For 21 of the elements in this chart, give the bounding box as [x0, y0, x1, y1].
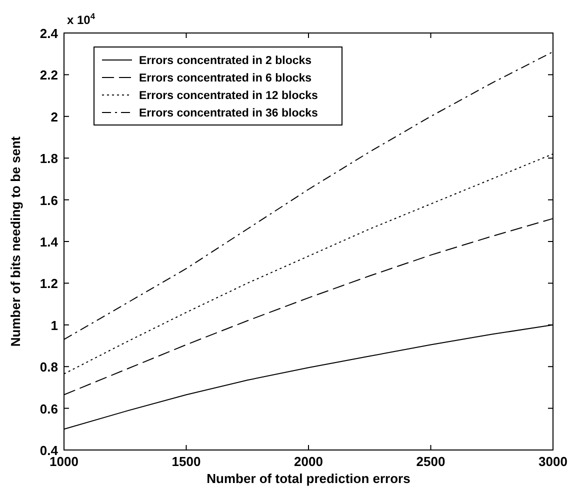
- x-tick-label: 3000: [538, 454, 568, 469]
- text: x 10$^{4}$: [67, 11, 96, 27]
- y-tick-label: 1.2: [40, 276, 58, 292]
- x-tick-label: 2000: [294, 454, 323, 469]
- legend-label: Errors concentrated in 6 blocks: [139, 72, 312, 84]
- y-tick-label: 1.8: [40, 151, 58, 166]
- x-tick-label: 2500: [416, 454, 446, 469]
- legend-label: Errors concentrated in 2 blocks: [139, 55, 312, 67]
- y-tick-label: 2.2: [40, 68, 58, 83]
- x-tick-label: 1500: [172, 454, 201, 469]
- y-tick-label: 0.8: [40, 360, 58, 375]
- x-axis-title: Number of total prediction errors: [206, 471, 410, 486]
- y-tick-label: 2: [50, 109, 58, 124]
- y-tick-label: 1: [50, 318, 58, 333]
- legend-label: Errors concentrated in 12 blocks: [139, 90, 318, 102]
- legend-label: Errors concentrated in 36 blocks: [139, 108, 318, 120]
- y-tick-label: 1.4: [40, 234, 59, 250]
- y-tick-label: 0.6: [40, 401, 58, 416]
- y-tick-label: 1.6: [40, 192, 58, 208]
- y-tick-label: 2.4: [40, 26, 59, 41]
- y-axis-title: Number of bits needing to be sent: [8, 136, 23, 347]
